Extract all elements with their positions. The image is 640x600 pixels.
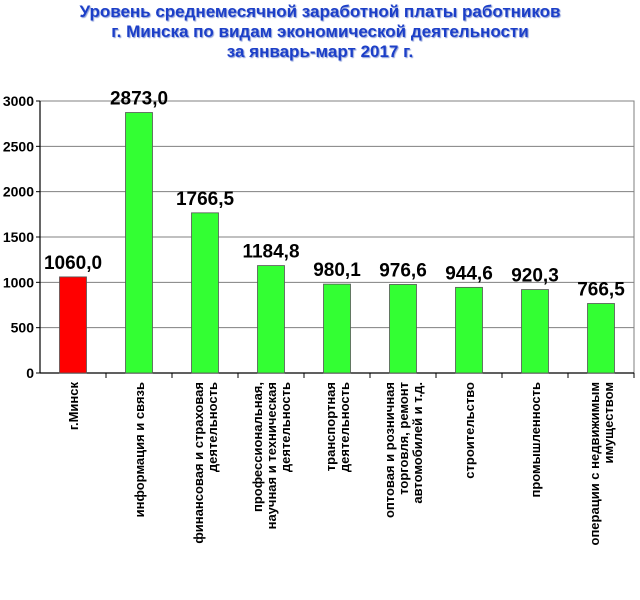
- x-category-label: оптовая и розничная торговля, ремонт автом…: [382, 382, 425, 518]
- bar: [125, 112, 153, 374]
- y-tick-label: 500: [11, 320, 35, 336]
- bar: [59, 276, 87, 374]
- bar-value-label: 1060,0: [44, 253, 102, 274]
- x-category-label-line: автомобилей и т.д.: [410, 382, 425, 504]
- chart-title: Уровень среднемесячной заработной платы …: [0, 2, 640, 62]
- x-category-label: строительство: [462, 382, 477, 479]
- y-tick-label: 1000: [3, 274, 34, 290]
- bar: [455, 286, 483, 374]
- bar: [521, 289, 549, 374]
- bar-value-label: 1184,8: [242, 242, 299, 263]
- bar-value-label: 944,6: [445, 263, 493, 284]
- bar-value-label: 976,6: [379, 260, 427, 281]
- x-category-label-line: имуществом: [601, 382, 616, 464]
- x-category-label-line: строительство: [462, 382, 477, 479]
- y-tick-label: 2000: [3, 184, 34, 200]
- x-category-label: транспортная деятельность: [323, 382, 352, 472]
- y-tick-label: 1500: [3, 229, 34, 245]
- x-category-label-line: деятельность: [205, 382, 220, 472]
- bar: [389, 284, 417, 374]
- x-category-label-line: деятельность: [337, 382, 352, 472]
- x-category-label: профессиональная, научная и техническая де…: [250, 382, 293, 529]
- bar-value-label: 980,1: [313, 260, 361, 281]
- x-category-label-line: г.Минск: [66, 382, 81, 431]
- x-category-label: г.Минск: [66, 382, 81, 431]
- x-category-label-line: торговля, ремонт: [396, 382, 411, 495]
- x-category-label: информация и связь: [132, 382, 147, 517]
- x-category-label-line: оптовая и розничная: [382, 382, 397, 518]
- x-category-label-line: профессиональная,: [250, 382, 265, 512]
- chart-title-line-3: за январь-март 2017 г.: [226, 42, 414, 61]
- bar-value-label: 2873,0: [110, 89, 168, 110]
- x-category-label: операции с недвижимым имуществом: [587, 382, 616, 545]
- chart-title-line-2: г. Минска по видам экономической деятель…: [111, 22, 529, 41]
- bar: [191, 212, 219, 374]
- y-tick-label: 3000: [3, 93, 34, 109]
- bar: [257, 265, 285, 374]
- chart-title-line-1: Уровень среднемесячной заработной платы …: [79, 2, 561, 21]
- x-category-label-line: операции с недвижимым: [587, 382, 602, 545]
- x-category-label-line: деятельность: [278, 382, 293, 472]
- bar: [587, 303, 615, 374]
- x-category-label-line: транспортная: [323, 382, 338, 471]
- x-category-label: финансовая и страховая деятельность: [191, 382, 220, 544]
- y-tick-label: 0: [26, 365, 34, 381]
- y-tick-label: 2500: [3, 138, 34, 154]
- bar-value-label: 1766,5: [176, 189, 235, 210]
- bar-value-label: 766,5: [577, 280, 625, 301]
- x-category-label-line: финансовая и страховая: [191, 382, 206, 544]
- bar: [323, 283, 351, 374]
- x-category-label-line: промышленность: [528, 382, 543, 498]
- x-category-label: промышленность: [528, 382, 543, 498]
- x-category-label-line: научная и техническая: [264, 382, 279, 529]
- bar-value-label: 920,3: [511, 266, 559, 287]
- x-category-label-line: информация и связь: [132, 382, 147, 517]
